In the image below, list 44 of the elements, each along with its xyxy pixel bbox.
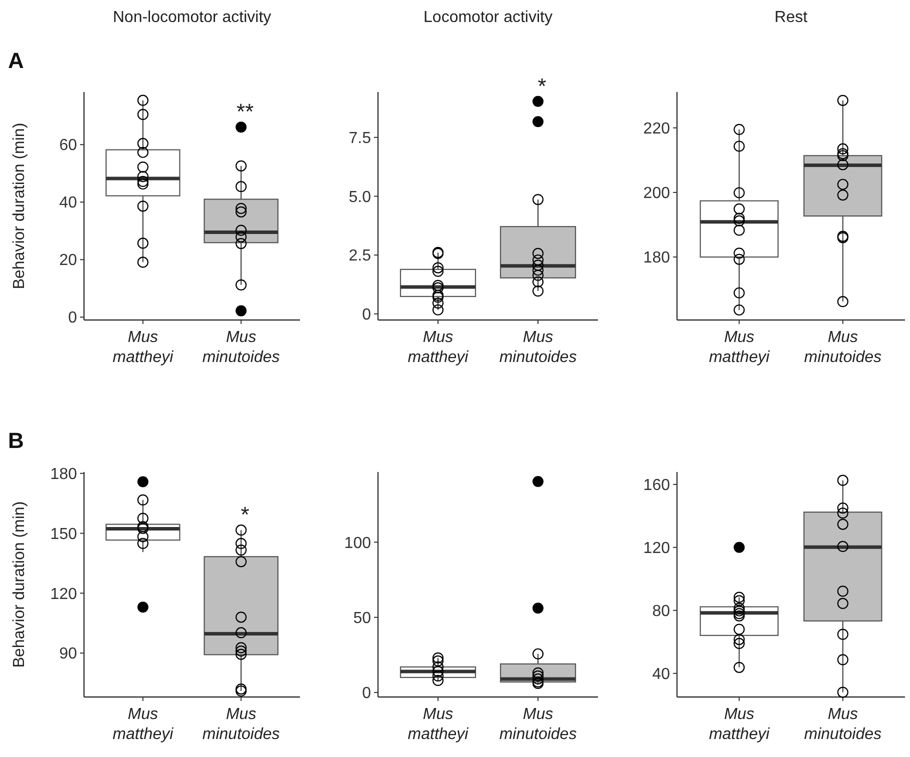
y-tick-label: 7.5	[348, 130, 372, 148]
y-tick-label: 2.5	[348, 248, 372, 265]
y-tick-label: 150	[50, 526, 78, 543]
chart-title: Rest	[774, 9, 808, 26]
y-tick-label: 5.0	[348, 188, 372, 206]
annotation: **	[236, 99, 254, 124]
y-axis-title: Behavior duration (min)	[11, 122, 28, 290]
chart-title: Locomotor activity	[424, 9, 552, 26]
x-tick-label: Mus mattheyi	[408, 706, 469, 743]
x-tick-label: Mus mattheyi	[112, 706, 174, 743]
y-tick-label: 0	[68, 310, 78, 327]
x-tick-label: Mus minutoides	[202, 706, 280, 743]
y-tick-label: 80	[652, 603, 670, 620]
annotation: *	[538, 73, 547, 98]
chart-title: Non-locomotor activity	[112, 9, 272, 26]
x-tick-label: Mus mattheyi	[708, 706, 770, 743]
text: A	[8, 48, 24, 73]
x-tick-label: Mus mattheyi	[408, 329, 469, 366]
annotation: *	[240, 502, 250, 528]
y-tick-label: 0	[362, 306, 372, 324]
y-tick-label: 220	[643, 120, 670, 138]
x-tick-label: Mus mattheyi	[112, 329, 174, 366]
x-tick-label: Mus mattheyi	[708, 329, 770, 366]
text: B	[8, 428, 24, 453]
y-tick-label: 40	[652, 666, 670, 683]
y-tick-label: 50	[353, 610, 372, 627]
x-tick-label: Mus minutoides	[499, 329, 577, 366]
y-tick-label: 200	[643, 185, 670, 202]
x-tick-label: Mus minutoides	[804, 706, 882, 743]
y-tick-label: 20	[59, 252, 78, 270]
y-tick-label: 160	[643, 477, 670, 494]
y-tick-label: 40	[59, 194, 78, 212]
y-tick-label: 180	[50, 466, 78, 483]
y-tick-label: 180	[643, 250, 670, 267]
x-tick-label: Mus minutoides	[499, 706, 577, 743]
y-tick-label: 100	[344, 534, 372, 552]
y-tick-label: 120	[643, 540, 670, 558]
x-tick-label: Mus minutoides	[804, 329, 882, 366]
y-tick-label: 120	[50, 586, 78, 603]
y-tick-label: 90	[59, 646, 78, 663]
y-tick-label: 60	[59, 137, 78, 154]
x-tick-label: Mus minutoides	[202, 329, 280, 366]
y-tick-label: 0	[362, 685, 372, 702]
y-axis-title: Behavior duration (min)	[11, 501, 28, 668]
